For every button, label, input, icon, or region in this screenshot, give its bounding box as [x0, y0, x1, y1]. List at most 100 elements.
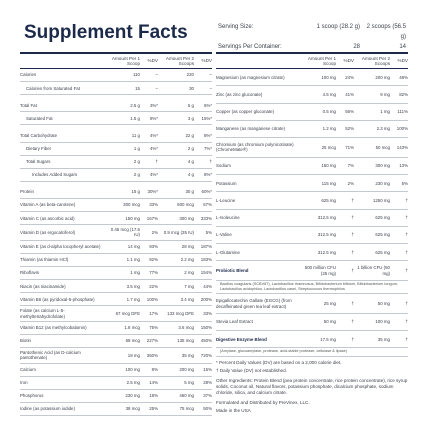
amount: 460 mg [179, 393, 194, 399]
footnote: * Percent Daily Values (DV) are based on… [216, 359, 342, 365]
amount: 312.5 mg [317, 232, 336, 238]
amount: 7% [347, 163, 354, 169]
amount: 2 mg [184, 270, 194, 276]
amount: 3.4 mg [180, 296, 194, 302]
amount: 227% [146, 338, 158, 344]
amount: 68 mcg [125, 338, 140, 344]
nutrient-name: Vitamin B6 (as pyridoxal-5-phosphate) [20, 296, 95, 302]
amount: † [351, 215, 354, 221]
nutrient-row: Calcium 100 mg 8% 200 mg 15% [20, 364, 212, 377]
amount: 8% [151, 366, 158, 372]
value: 2 scoops (56.5 g) [366, 24, 406, 40]
nutrient-row: Digestive Enzyme Blend 17.5 mg † 35 mg † [216, 331, 408, 349]
amount: 18 mg [127, 352, 140, 358]
amount: 48% [399, 74, 408, 80]
blend-note: Bacillus coagulans (SCBV67), Lactobacill… [216, 281, 408, 295]
column-label: Amount Per 1 Scoop [307, 55, 336, 66]
nutrient-row: L-Valine 312.5 mg † 625 mg † [216, 227, 408, 245]
amount: 8%* [149, 115, 158, 121]
amount: 1.2 mg [322, 126, 336, 132]
nutrient-name: Saturated Fat [26, 115, 53, 121]
nutrient-name: Iodine (as potassium iodide) [20, 406, 75, 412]
amount: 2 g [133, 159, 140, 165]
amount: 15 g [131, 189, 140, 195]
nutrient-name: Includes Added Sugars [32, 172, 78, 178]
nutrient-name: Thiamin (as thiamin HCl) [20, 257, 69, 263]
nutrient-name: Iron [20, 380, 28, 386]
nutrient-row: Sodium 150 mg 7% 300 mg 13% [216, 158, 408, 175]
amount: 220 [186, 72, 194, 78]
amount: † [351, 197, 354, 203]
amount: † [351, 319, 354, 325]
amount: 33% [149, 202, 158, 208]
nutrient-row: Magnesium (as magnesium citrate) 100 mg 24… [216, 69, 408, 87]
amount: 300 mg [375, 163, 390, 169]
amount: 300 mg [179, 215, 194, 221]
amount: 5% [205, 229, 212, 235]
nutrient-row: Iodine (as potassium iodide) 38 mcg 25% 75 … [20, 403, 212, 416]
nutrient-row: Vitamin B6 (as pyridoxal-5-phosphate) 1.7… [20, 293, 212, 307]
nutrient-name: Potassium [216, 180, 237, 186]
amount: 312.5 mg [317, 215, 336, 221]
column-label: Amount Per 2 Scoops [361, 55, 390, 66]
nutrient-name: Digestive Enzyme Blend [216, 336, 267, 342]
amount: 14 mg [127, 244, 140, 250]
label: Servings Per Container: [218, 44, 282, 50]
amount: 625 mg [375, 249, 390, 255]
amount: 312.5 mg [317, 249, 336, 255]
amount: 167% [146, 215, 158, 221]
amount: 67% [203, 202, 212, 208]
nutrient-name: Protein [20, 189, 34, 195]
nutrient-row: L-Leucine 625 mg † 1250 mg † [216, 192, 408, 210]
amount: – [155, 85, 158, 91]
amount: 50% [203, 406, 212, 412]
amount: 60%* [201, 189, 213, 195]
amount: 56% [345, 109, 354, 115]
amount: 92% [149, 257, 158, 263]
nutrient-name: L-Valine [216, 232, 232, 238]
amount: 187% [200, 244, 212, 250]
nutrient-row: Thiamin (as thiamin HCl) 1.1 mg 92% 2.2 mg 1… [20, 254, 212, 267]
amount: 3%* [149, 102, 158, 108]
amount: † [351, 232, 354, 238]
amount: 2 g [133, 172, 140, 178]
nutrient-name: Magnesium (as magnesium citrate) [216, 74, 285, 80]
nutrient-name: Calories [20, 72, 37, 78]
nutrient-row: Dietary Fiber 1 g 4%* 2 g 7%* [20, 143, 212, 156]
nutrient-name: Sodium [216, 163, 231, 169]
amount: † [351, 268, 354, 274]
amount: 625 mg [375, 215, 390, 221]
nutrient-row: Total Carbohydrate 11 g 4%* 22 g 8%* [20, 129, 212, 143]
nutrient-name: Vitamin A (as beta-carotene) [20, 202, 76, 208]
amount: 17.5 mg [320, 336, 336, 342]
amount: 4%* [149, 132, 158, 138]
amount: 22 g [185, 132, 194, 138]
amount: 15 [135, 85, 140, 91]
nutrient-name: L-Leucine [216, 197, 236, 203]
amount: 50 mg [377, 300, 390, 306]
amount: 3 g [187, 115, 194, 121]
column-label: %DV [397, 58, 408, 64]
nutrient-row: Vitamin D (as ergocalciferol) 0.45 mcg (1… [20, 225, 212, 241]
nutrient-row: Vitamin C (as ascorbic acid) 150 mg 167% 30… [20, 212, 212, 226]
nutrient-row: Copper (as copper gluconate) 0.5 mg 56% 1 m… [216, 104, 408, 121]
amount: 1.8 mcg [124, 325, 140, 331]
nutrient-name: Pantothenic Acid (as D-calcium pantothen… [20, 350, 81, 361]
amount: 150 mg [321, 163, 336, 169]
amount: 30%* [147, 189, 159, 195]
amount: 0.9 mcg (35 IU) [163, 229, 194, 235]
nutrient-name: Biotin [20, 338, 31, 344]
amount: 1 mg [380, 109, 390, 115]
amount: 6%* [203, 102, 212, 108]
amount: 2% [151, 229, 158, 235]
amount: 33% [203, 310, 212, 316]
amount: 0.45 mcg (17.6 IU) [110, 227, 140, 238]
amount: 143% [396, 144, 408, 150]
nutrient-name: Niacin (as niacinamide) [20, 283, 66, 289]
value: 28 [353, 44, 360, 50]
nutrient-name: Calories from Saturated Fat [26, 85, 80, 91]
nutrient-row: L-Isoleucine 312.5 mg † 625 mg † [216, 210, 408, 227]
nutrient-row: Manganese (as manganese citrate) 1.2 mg 52… [216, 121, 408, 139]
amount: † [351, 249, 354, 255]
nutrient-name: Stevia Leaf Extract [216, 319, 253, 325]
